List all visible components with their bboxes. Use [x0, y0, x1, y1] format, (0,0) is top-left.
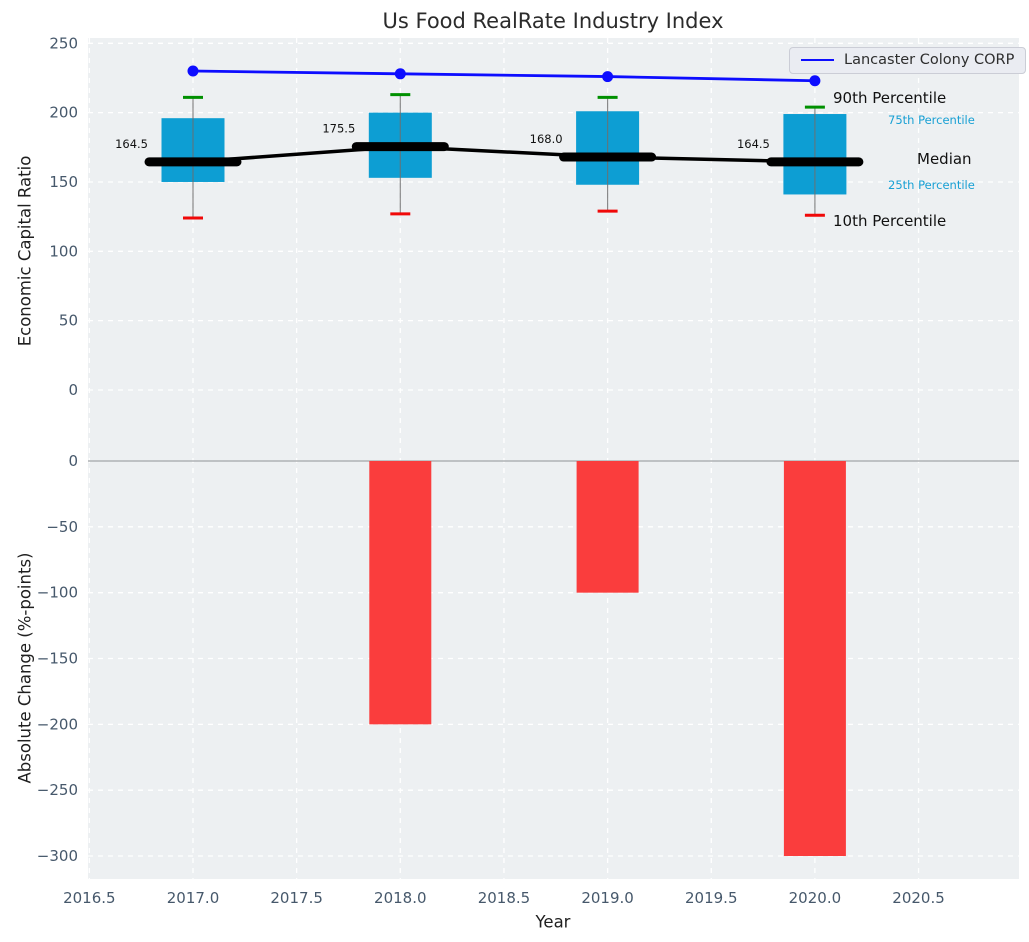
change-bar-2020[interactable]	[783, 461, 846, 857]
company-marker-2017[interactable]	[187, 65, 199, 77]
chart-title: Us Food RealRate Industry Index	[382, 9, 724, 33]
x-tick-label: 2019.0	[581, 889, 634, 907]
x-tick-label: 2017.5	[270, 889, 323, 907]
y-tick-label: −200	[37, 715, 78, 733]
y-tick-label: 0	[68, 452, 78, 470]
y-tick-label: −150	[37, 650, 78, 668]
y-tick-label: −100	[37, 584, 78, 602]
y-tick-label: 150	[49, 173, 78, 191]
median-value-label: 164.5	[737, 137, 770, 151]
x-tick-label: 2016.5	[63, 889, 116, 907]
y-tick-label: 50	[59, 312, 78, 330]
plot-background	[88, 38, 1019, 879]
y-tick-label: 200	[49, 104, 78, 122]
company-line	[192, 69, 815, 83]
annotation-median: Median	[917, 149, 972, 168]
y-tick-label: −250	[37, 781, 78, 799]
annotation-25th-percentile: 25th Percentile	[888, 178, 975, 193]
annotation-10th-percentile: 10th Percentile	[833, 212, 947, 231]
x-tick-label: 2019.5	[685, 889, 738, 907]
y-tick-label: 100	[49, 242, 78, 260]
legend-label: Lancaster Colony CORP	[844, 52, 1015, 68]
change-bar-2018[interactable]	[369, 461, 432, 725]
change-bar-2019[interactable]	[576, 461, 639, 593]
company-marker-2019[interactable]	[602, 71, 614, 83]
company-marker-2020[interactable]	[809, 75, 821, 87]
median-value-label: 175.5	[322, 122, 355, 136]
x-tick-label: 2018.0	[374, 889, 427, 907]
y-tick-label: 250	[49, 34, 78, 52]
bottom-y-axis-label: Absolute Change (%-points)	[15, 552, 35, 784]
y-tick-label: 0	[68, 381, 78, 399]
legend[interactable]: Lancaster Colony CORP	[789, 47, 1027, 74]
company-marker-2018[interactable]	[394, 68, 406, 80]
x-tick-label: 2020.5	[892, 889, 945, 907]
x-tick-label: 2018.5	[478, 889, 531, 907]
y-tick-label: −300	[37, 847, 78, 865]
median-value-label: 168.0	[530, 132, 563, 146]
annotation-75th-percentile: 75th Percentile	[888, 113, 975, 128]
legend-line-swatch	[801, 59, 834, 61]
median-value-label: 164.5	[115, 137, 148, 151]
top-y-axis-label: Economic Capital Ratio	[15, 155, 35, 347]
median-line	[192, 144, 815, 164]
x-tick-label: 2017.0	[167, 889, 220, 907]
y-tick-label: −50	[46, 518, 78, 536]
annotation-90th-percentile: 90th Percentile	[833, 89, 947, 108]
x-tick-label: 2020.0	[789, 889, 842, 907]
x-axis-label: Year	[535, 912, 571, 932]
